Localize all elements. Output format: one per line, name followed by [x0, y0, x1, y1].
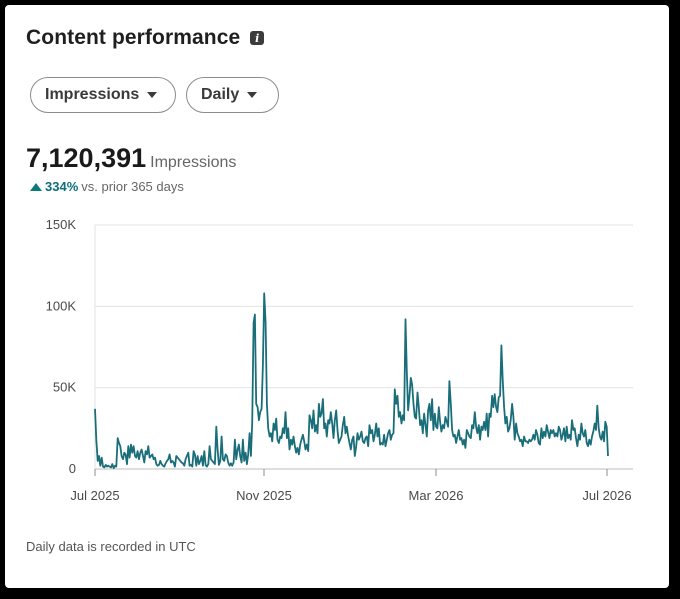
period-dropdown-label: Daily	[201, 86, 240, 103]
title-row: Content performance i	[26, 26, 265, 50]
x-tick-label: Mar 2026	[409, 488, 464, 503]
y-tick-label: 50K	[53, 380, 76, 395]
info-icon[interactable]: i	[250, 31, 265, 45]
metric-dropdown-label: Impressions	[45, 86, 140, 103]
y-tick-label: 0	[69, 461, 76, 476]
total-unit: Impressions	[150, 154, 237, 171]
period-dropdown[interactable]: Daily	[186, 77, 279, 113]
chevron-down-icon	[147, 92, 158, 98]
x-tick-label: Nov 2025	[236, 488, 292, 503]
y-axis-ticks: 0 50K 100K 150K	[46, 217, 77, 476]
y-tick-label: 100K	[46, 298, 77, 313]
y-tick-label: 150K	[46, 217, 77, 232]
x-axis-ticks: Jul 2025 Nov 2025 Mar 2026 Jul 2026	[70, 469, 632, 503]
chevron-down-icon	[247, 92, 258, 98]
change-percent: 334%	[45, 179, 79, 194]
card-title: Content performance	[26, 26, 241, 49]
arrow-up-icon	[30, 182, 42, 191]
change-text: vs. prior 365 days	[81, 179, 184, 194]
impressions-series-line	[94, 292, 609, 470]
x-tick-label: Jul 2025	[70, 488, 119, 503]
metric-dropdown[interactable]: Impressions	[30, 77, 176, 113]
total-value: 7,120,391	[26, 143, 147, 173]
footer-note: Daily data is recorded in UTC	[26, 539, 196, 554]
change-indicator: 334% vs. prior 365 days	[30, 179, 184, 194]
total-metric: 7,120,391 Impressions	[26, 143, 236, 174]
x-tick-label: Jul 2026	[582, 488, 631, 503]
